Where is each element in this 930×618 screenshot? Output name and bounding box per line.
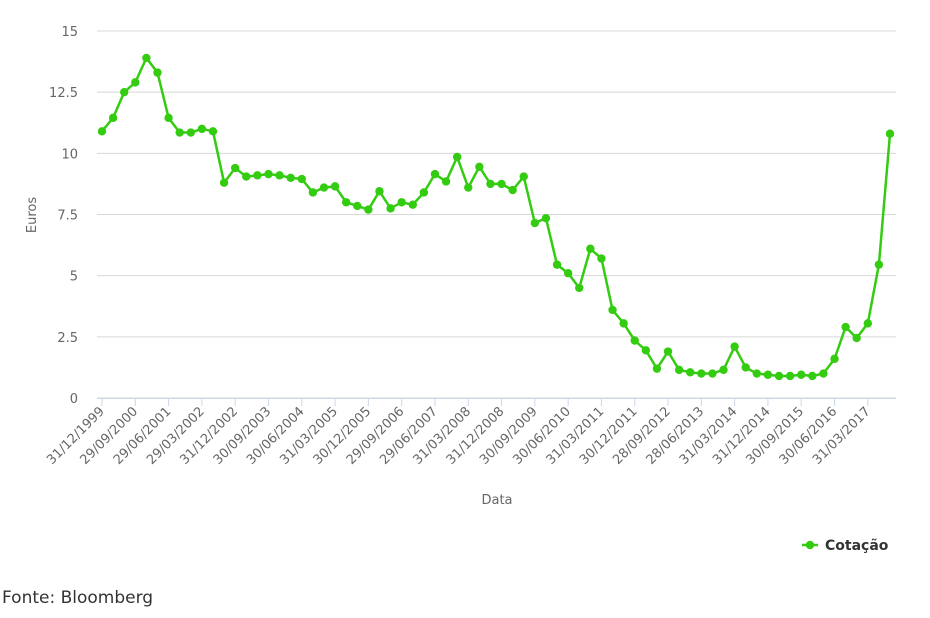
y-tick-label: 0: [70, 392, 78, 407]
data-point: [630, 336, 639, 345]
data-point: [330, 182, 340, 191]
legend-label: Cotação: [825, 538, 889, 554]
data-point: [541, 213, 551, 223]
data-point: [341, 198, 351, 207]
data-point: [430, 169, 440, 179]
data-point: [719, 365, 728, 375]
data-point: [863, 319, 873, 328]
data-point: [652, 364, 662, 373]
data-point: [586, 244, 595, 253]
data-point: [264, 169, 273, 179]
data-point: [885, 129, 895, 138]
data-point: [253, 171, 262, 180]
data-point: [530, 218, 540, 228]
data-point: [619, 319, 628, 328]
data-point: [119, 87, 129, 97]
data-point: [208, 127, 218, 136]
data-point: [663, 347, 673, 356]
data-point: [508, 185, 517, 195]
data-point: [97, 127, 107, 136]
data-point: [819, 369, 828, 378]
data-point: [519, 172, 528, 181]
chart: Euros Data 02.557.51012.51531/12/199929/…: [25, 25, 896, 554]
data-point: [752, 369, 762, 378]
y-tick-label: 2.5: [57, 331, 78, 346]
data-point: [552, 260, 562, 269]
data-point: [697, 369, 706, 378]
data-point: [674, 365, 684, 375]
data-point: [486, 179, 495, 189]
data-point: [475, 162, 484, 171]
data-point: [175, 128, 184, 137]
data-point: [275, 171, 284, 180]
data-point: [153, 68, 162, 77]
data-point: [763, 370, 773, 379]
data-point: [641, 346, 651, 355]
data-point: [375, 187, 384, 196]
data-point: [464, 183, 473, 192]
data-point: [797, 370, 806, 379]
data-point: [164, 113, 173, 123]
data-point: [386, 204, 395, 213]
data-point: [708, 369, 717, 378]
data-point: [131, 78, 140, 87]
series-line: [101, 55, 892, 378]
data-point: [108, 113, 118, 123]
data-point: [142, 53, 151, 63]
y-tick-label: 5: [70, 270, 78, 285]
data-point: [319, 183, 329, 192]
data-point: [597, 254, 606, 263]
legend-item[interactable]: Cotação: [802, 538, 889, 554]
data-point: [852, 333, 861, 343]
data-point: [774, 371, 784, 381]
data-point: [808, 371, 817, 381]
data-point: [242, 172, 251, 181]
data-point: [408, 200, 417, 209]
source: Fonte: Bloomberg: [2, 588, 154, 608]
data-point: [397, 198, 406, 207]
y-tick-label: 7.5: [57, 209, 78, 224]
data-point: [841, 322, 850, 332]
data-point: [441, 177, 451, 186]
data-point: [575, 283, 584, 293]
data-point: [830, 354, 839, 364]
data-point: [686, 368, 695, 377]
data-point: [874, 260, 884, 269]
y-axis-title: Euros: [25, 197, 40, 233]
y-tick-label: 15: [61, 25, 78, 40]
legend-marker: [805, 540, 815, 550]
data-point: [419, 188, 429, 197]
data-point: [353, 201, 362, 211]
data-point: [186, 128, 195, 137]
data-point: [785, 371, 795, 381]
data-point: [730, 342, 739, 351]
data-point: [741, 363, 750, 372]
data-point: [452, 152, 462, 162]
data-point: [230, 163, 240, 173]
data-point: [219, 178, 229, 187]
data-point: [308, 188, 318, 197]
y-tick-label: 10: [61, 147, 78, 162]
data-point: [364, 205, 373, 214]
data-point: [497, 179, 506, 189]
data-point: [608, 305, 617, 315]
data-point: [563, 269, 573, 278]
data-point: [297, 174, 306, 184]
data-point: [197, 124, 207, 134]
data-point: [286, 173, 295, 182]
x-axis-title: Data: [481, 493, 512, 508]
y-tick-label: 12.5: [49, 86, 78, 101]
